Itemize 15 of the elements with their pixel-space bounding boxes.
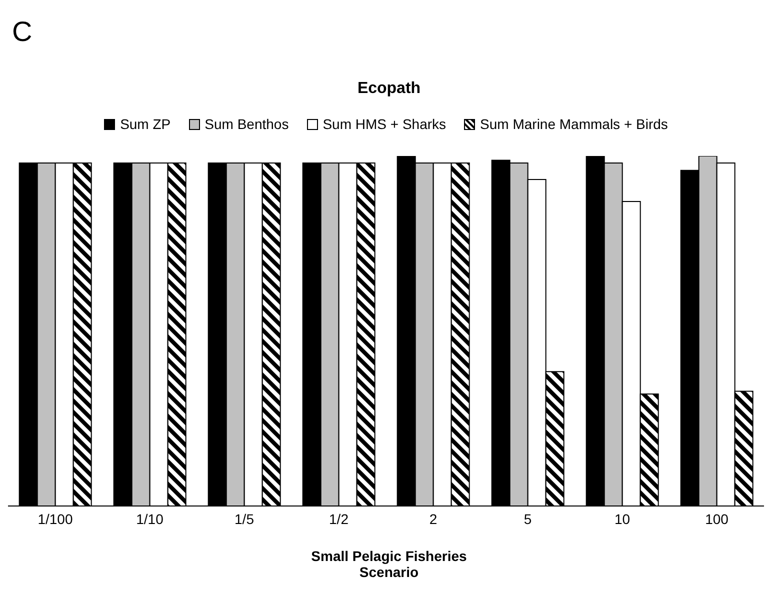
chart-title: Ecopath	[356, 80, 422, 98]
text: C	[12, 16, 32, 48]
x-tick-label: 1/100	[38, 510, 73, 527]
legend-label: Sum Benthos	[204, 116, 289, 132]
x-tick-label: 2	[429, 510, 438, 527]
x-tick-label: 5	[524, 510, 532, 527]
x-tick-label: 1/10	[136, 510, 164, 527]
legend-label: Sum HMS + Sharks	[322, 116, 446, 132]
x-tick-label: 1/5	[234, 510, 254, 527]
text: Sum Marine Mammals + Birds	[480, 116, 668, 132]
x-tick-label: 100	[705, 510, 729, 527]
x-tick-label: 1/2	[329, 510, 349, 527]
legend-label: Sum ZP	[120, 116, 171, 132]
x-axis-title: Small Pelagic Fisheries Scenario	[310, 548, 468, 580]
x-tick-label: 10	[614, 510, 630, 527]
